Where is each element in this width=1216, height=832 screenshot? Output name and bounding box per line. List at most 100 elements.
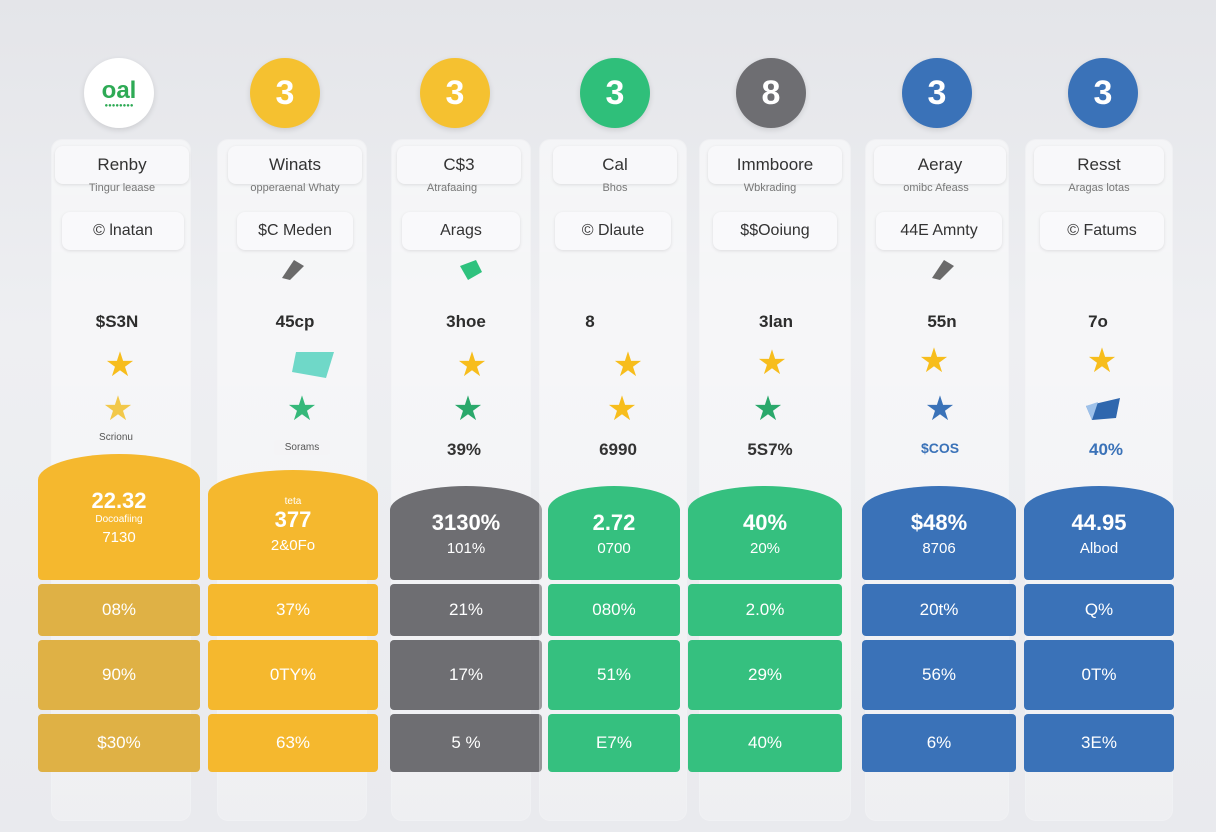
column-subtitle: opperaenal Whaty — [250, 182, 340, 194]
card-value: $48% — [910, 509, 968, 535]
star-icon: ★ — [752, 390, 784, 428]
summary-card[interactable]: teta 377 2&0Fo — [208, 470, 378, 580]
card-value: 22.32 — [91, 488, 147, 513]
percent-row[interactable]: 08% — [38, 584, 200, 636]
column-stack: teta 377 2&0Fo 37% 0TY% 63% — [208, 470, 378, 772]
summary-card[interactable]: 44.95 Albod — [1024, 486, 1174, 580]
column-subtitle: omibc Afeass — [903, 182, 969, 194]
brand-logo: 3 — [902, 58, 972, 128]
column-stack: 40% 20% 2.0% 29% 40% — [688, 486, 842, 772]
column-subtitle: Atrafaaing — [426, 182, 478, 194]
star-icon: ★ — [452, 390, 484, 428]
card-subvalue: 101% — [446, 539, 486, 557]
column-title[interactable]: Cal — [553, 146, 677, 184]
star-icon: ★ — [924, 390, 956, 428]
card-subvalue: 20% — [749, 539, 781, 557]
star-icon: ★ — [756, 344, 788, 382]
summary-card[interactable]: $48% 8706 — [862, 486, 1016, 580]
column-title[interactable]: Immboore — [708, 146, 842, 184]
tag-button[interactable]: Arags — [402, 212, 520, 250]
card-subvalue: 0700 — [597, 539, 631, 557]
column-title[interactable]: Resst — [1034, 146, 1164, 184]
percent-row[interactable]: 29% — [688, 640, 842, 710]
ribbon-icon — [292, 352, 334, 378]
column-title[interactable]: Winats — [228, 146, 362, 184]
column-title[interactable]: C$3 — [397, 146, 521, 184]
column-stack: 3130% 101% 21% 17% 5 % — [390, 486, 542, 772]
logo-subtext: ●●●●●●●● — [104, 103, 134, 109]
brand-logo: 3 — [580, 58, 650, 128]
column-stack: 2.72 0700 080% 51% E7% — [548, 486, 680, 772]
card-subvalue: 2&0Fo — [270, 537, 316, 554]
brand-logo: oal ●●●●●●●● — [84, 58, 154, 128]
price-label: $S3N — [95, 312, 139, 331]
star-icon: ★ — [612, 346, 644, 384]
percent-row[interactable]: 5 % — [390, 714, 542, 772]
percent-row[interactable]: E7% — [548, 714, 680, 772]
column-title[interactable]: Aeray — [874, 146, 1006, 184]
percent-row[interactable]: 90% — [38, 640, 200, 710]
percent-label: 6990 — [599, 440, 637, 459]
card-subvalue: Albod — [1079, 539, 1119, 557]
percent-row[interactable]: 3E% — [1024, 714, 1174, 772]
star-icon: ★ — [456, 346, 488, 384]
percent-row[interactable]: 56% — [862, 640, 1016, 710]
card-value: 3130% — [431, 509, 501, 535]
brand-logo: 3 — [1068, 58, 1138, 128]
tag-button[interactable]: © Dlaute — [555, 212, 671, 250]
star-icon: ★ — [104, 346, 136, 384]
percent-row[interactable]: 40% — [688, 714, 842, 772]
ribbon-icon — [1086, 398, 1120, 420]
percent-row[interactable]: 2.0% — [688, 584, 842, 636]
column-subtitle: Bhos — [602, 182, 628, 194]
arrow-icon — [282, 260, 304, 280]
brand-logo: 3 — [420, 58, 490, 128]
brand-logo: 8 — [736, 58, 806, 128]
percent-row[interactable]: 63% — [208, 714, 378, 772]
tag-button[interactable]: 44E Amnty — [876, 212, 1002, 250]
card-caption: teta — [284, 496, 302, 507]
percent-row[interactable]: 21% — [390, 584, 542, 636]
logo-text: oal — [101, 77, 137, 104]
percent-row[interactable]: 0T% — [1024, 640, 1174, 710]
tag-button[interactable]: © Fatums — [1040, 212, 1164, 250]
column-title[interactable]: Renby — [55, 146, 189, 184]
column-stack: $48% 8706 20t% 56% 6% — [862, 486, 1016, 772]
percent-row[interactable]: 37% — [208, 584, 378, 636]
price-label: 8 — [585, 312, 595, 331]
percent-label: 5S7% — [747, 440, 793, 459]
star-icon: ★ — [102, 390, 134, 428]
column-stack: 22.32 Docoafiing 7130 08% 90% $30% — [38, 454, 200, 772]
card-value: 40% — [742, 509, 788, 535]
percent-row[interactable]: 080% — [548, 584, 680, 636]
card-value: 2.72 — [592, 509, 636, 535]
percent-row[interactable]: 6% — [862, 714, 1016, 772]
percent-row[interactable]: $30% — [38, 714, 200, 772]
summary-card[interactable]: 22.32 Docoafiing 7130 — [38, 454, 200, 580]
star-icon: ★ — [1086, 342, 1118, 380]
price-label: 7o — [1088, 312, 1108, 331]
price-label: 55n — [927, 312, 957, 331]
price-label: 3hoe — [446, 312, 486, 331]
card-value: 44.95 — [1071, 509, 1127, 535]
summary-card[interactable]: 2.72 0700 — [548, 486, 680, 580]
card-value: 377 — [274, 507, 312, 532]
percent-row[interactable]: 17% — [390, 640, 542, 710]
summary-card[interactable]: 3130% 101% — [390, 486, 542, 580]
summary-card[interactable]: 40% 20% — [688, 486, 842, 580]
tag-button[interactable]: $$Ooiung — [713, 212, 837, 250]
percent-label: 40% — [1088, 440, 1124, 459]
star-icon: ★ — [918, 342, 950, 380]
tag-button[interactable]: © lnatan — [62, 212, 184, 250]
brand-logo: 3 — [250, 58, 320, 128]
percent-label: $COS — [920, 440, 960, 456]
column-stack: 44.95 Albod Q% 0T% 3E% — [1024, 486, 1174, 772]
percent-row[interactable]: 51% — [548, 640, 680, 710]
small-label: Sorams — [274, 440, 330, 455]
percent-row[interactable]: 20t% — [862, 584, 1016, 636]
percent-row[interactable]: 0TY% — [208, 640, 378, 710]
column-subtitle: Tingur leaase — [88, 182, 156, 194]
star-icon: ★ — [606, 390, 638, 428]
tag-button[interactable]: $C Meden — [237, 212, 353, 250]
percent-row[interactable]: Q% — [1024, 584, 1174, 636]
